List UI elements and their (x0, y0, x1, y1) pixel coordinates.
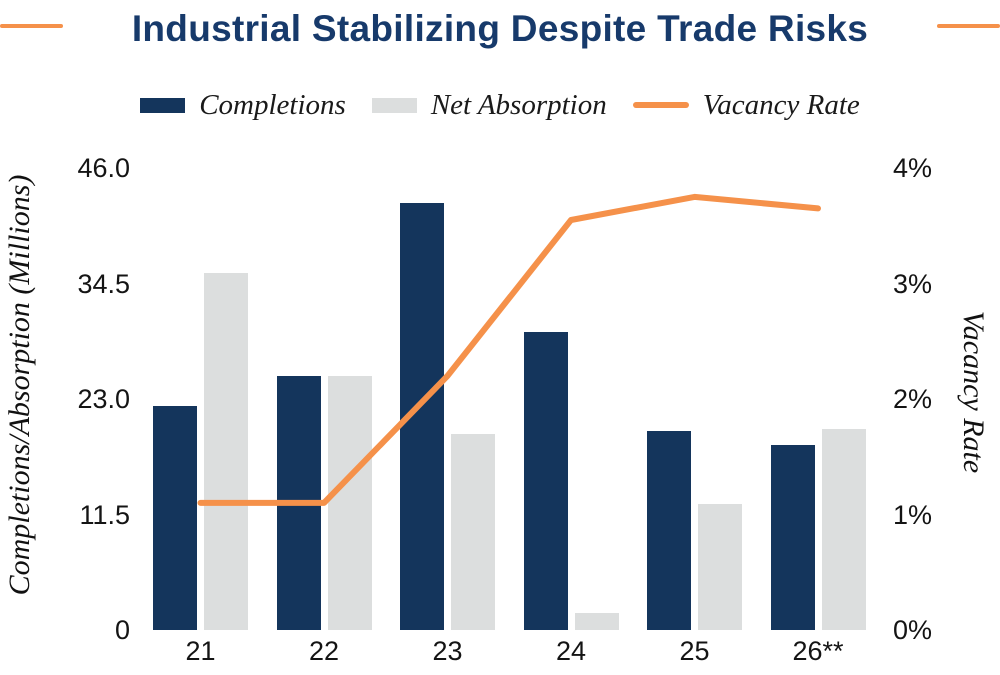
net-absorption-swatch-icon (371, 97, 417, 113)
left-axis-tick-11.5: 11.5 (79, 499, 130, 530)
bar-net-absorption-26** (821, 429, 866, 630)
chart-legend: Completions Net Absorption Vacancy Rate (0, 86, 1000, 124)
legend-item-completions: Completions (140, 89, 346, 122)
completions-swatch-icon (140, 97, 186, 113)
x-axis-label-25: 25 (679, 636, 710, 666)
right-axis-tick-0%: 0% (893, 615, 933, 645)
left-axis-title: Completions/Absorption (Millions) (3, 174, 36, 596)
page-title: Industrial Stabilizing Despite Trade Ris… (131, 8, 869, 49)
legend-label-completions: Completions (199, 88, 346, 121)
bar-net-absorption-25 (698, 504, 742, 630)
legend-label-vacancy-rate: Vacancy Rate (702, 88, 860, 121)
bar-completions-21 (153, 406, 197, 630)
legend-label-net-absorption: Net Absorption (430, 88, 607, 121)
right-axis-tick-1%: 1% (893, 499, 933, 530)
left-axis-tick-34.5: 34.5 (77, 268, 130, 299)
bar-net-absorption-22 (327, 375, 372, 630)
left-axis-tick-23.0: 23.0 (77, 384, 130, 414)
left-axis-tick-46.0: 46.0 (77, 153, 130, 183)
left-axis-tick-0: 0 (114, 615, 130, 645)
x-axis-label-21: 21 (185, 636, 216, 666)
legend-item-net-absorption: Net Absorption (371, 88, 607, 122)
x-axis-label-24: 24 (555, 636, 587, 666)
x-axis-label-22: 22 (308, 636, 340, 666)
title-accent-rule-right (937, 24, 1000, 28)
x-axis-label-26**: 26** (792, 636, 844, 666)
bar-completions-22 (276, 375, 321, 630)
bar-completions-26** (770, 445, 815, 630)
right-axis-tick-3%: 3% (893, 268, 933, 299)
bar-completions-25 (647, 431, 691, 630)
bar-net-absorption-24 (574, 612, 619, 630)
vacancy-rate-line-icon (632, 102, 689, 108)
x-axis-label-23: 23 (432, 636, 463, 666)
bar-net-absorption-23 (451, 434, 495, 630)
bar-completions-24 (523, 331, 568, 630)
bar-net-absorption-21 (204, 273, 248, 630)
bar-completions-23 (400, 203, 444, 630)
right-axis-tick-2%: 2% (893, 384, 933, 414)
right-axis-tick-4%: 4% (893, 153, 933, 183)
legend-item-vacancy-rate: Vacancy Rate (632, 88, 860, 122)
title-accent-rule-left (0, 24, 63, 28)
